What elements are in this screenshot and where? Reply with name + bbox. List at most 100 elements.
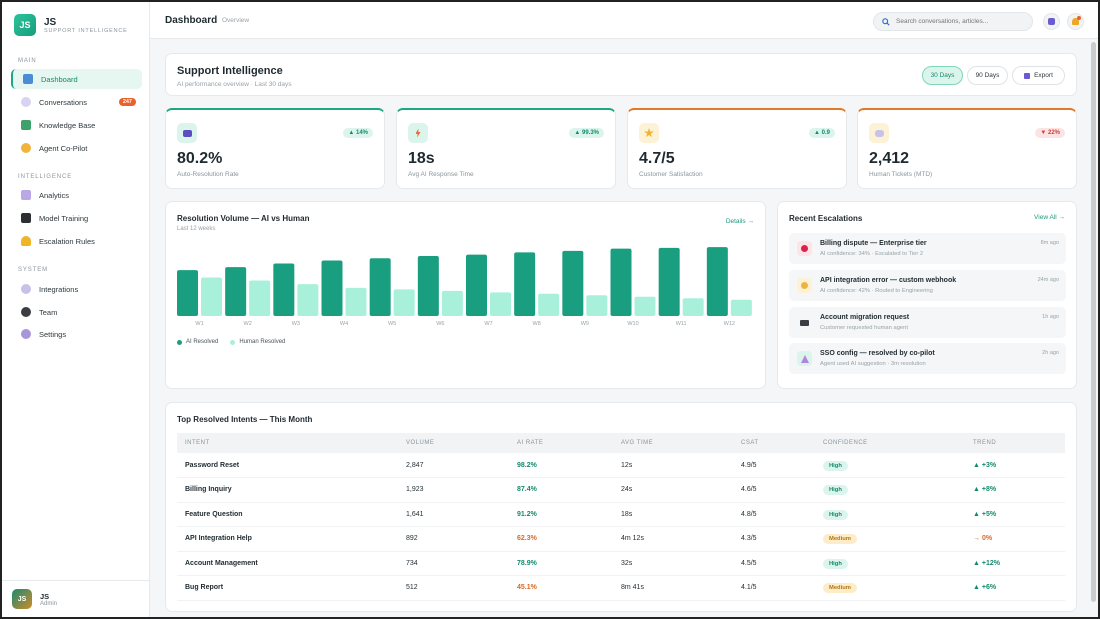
bar-ai-w4[interactable] xyxy=(321,260,343,317)
sidebar-item-conversations[interactable]: Conversations 247 xyxy=(11,92,142,112)
range-30-days-button[interactable]: 30 Days xyxy=(922,66,963,85)
sidebar-item-settings[interactable]: Settings xyxy=(11,324,142,344)
team-icon xyxy=(21,307,31,317)
legend-label: AI Resolved xyxy=(186,339,219,345)
top-bar: Dashboard Overview xyxy=(150,2,1098,39)
bar-human-w6[interactable] xyxy=(441,290,463,316)
sidebar-item-agent-co-pilot[interactable]: Agent Co-Pilot xyxy=(11,138,142,158)
bar-human-w12[interactable] xyxy=(730,299,752,316)
bar-ai-w7[interactable] xyxy=(466,254,487,316)
bar-ai-w6[interactable] xyxy=(417,256,439,316)
intents-title: Top Resolved Intents — This Month xyxy=(177,415,313,424)
csat-cell: 4.3/5 xyxy=(733,526,815,552)
bar-human-w10[interactable] xyxy=(634,296,656,316)
table-row[interactable]: Password Reset 2,847 98.2% 12s 4.9/5 High ▲ +3… xyxy=(177,453,1065,478)
column-header-trend[interactable]: TREND xyxy=(965,433,1065,453)
x-tick-label: W7 xyxy=(484,321,492,327)
column-header-csat[interactable]: CSAT xyxy=(733,433,815,453)
trend-cell: ▲ +12% xyxy=(965,551,1065,576)
bar-human-w9[interactable] xyxy=(586,295,608,316)
column-header-ai-rate[interactable]: AI RATE xyxy=(509,433,613,453)
sidebar-item-analytics[interactable]: Analytics xyxy=(11,185,142,205)
table-row[interactable]: Feature Question 1,641 91.2% 18s 4.8/5 High ▲ … xyxy=(177,502,1065,527)
sidebar-item-label: Knowledge Base xyxy=(39,120,96,130)
table-row[interactable]: API Integration Help 892 62.3% 4m 12s 4.3/5 M… xyxy=(177,526,1065,552)
bar-human-w7[interactable] xyxy=(490,292,511,316)
bar-human-w2[interactable] xyxy=(249,280,271,316)
escalation-title: Billing dispute — Enterprise tier xyxy=(820,240,927,247)
bar-human-w8[interactable] xyxy=(538,293,560,316)
export-icon xyxy=(1024,72,1031,79)
ai-assistant-button[interactable] xyxy=(1043,13,1060,30)
column-header-intent[interactable]: INTENT xyxy=(177,433,398,453)
escalation-item[interactable]: SSO config — resolved by co-pilot Agent … xyxy=(789,343,1066,374)
bar-ai-w10[interactable] xyxy=(610,248,632,316)
recent-escalations-card: Recent Escalations View All → Billing di… xyxy=(777,201,1077,389)
bar-ai-w2[interactable] xyxy=(225,267,247,316)
breadcrumb[interactable]: Overview xyxy=(222,17,250,24)
sidebar-item-integrations[interactable]: Integrations xyxy=(11,279,142,299)
bar-ai-w9[interactable] xyxy=(562,250,584,316)
avatar: JS xyxy=(12,589,32,609)
escalation-item[interactable]: Account migration request Customer reque… xyxy=(789,307,1066,338)
search-input[interactable] xyxy=(896,18,1026,25)
bar-ai-w8[interactable] xyxy=(514,252,536,316)
bar-ai-w12[interactable] xyxy=(706,247,728,316)
red-dot-icon xyxy=(797,241,812,256)
view-all-link[interactable]: View All → xyxy=(1034,214,1065,221)
legend-swatch xyxy=(230,339,236,345)
table-row[interactable]: Billing Inquiry 1,923 87.4% 24s 4.6/5 High ▲ +… xyxy=(177,477,1065,503)
notification-dot xyxy=(1077,16,1081,20)
sidebar-item-escalation-rules[interactable]: Escalation Rules xyxy=(11,231,142,251)
book-icon xyxy=(21,120,31,130)
user-profile[interactable]: JS JS Admin xyxy=(2,580,150,617)
bar-ai-w5[interactable] xyxy=(369,258,391,316)
bar-ai-w1[interactable] xyxy=(177,270,198,316)
bar-human-w4[interactable] xyxy=(345,287,367,316)
x-tick-label: W9 xyxy=(581,321,589,327)
avg-time-cell: 18s xyxy=(613,502,733,527)
column-header-confidence[interactable]: CONFIDENCE xyxy=(815,433,965,453)
confidence-badge: Medium xyxy=(823,534,857,545)
page-scrollbar[interactable] xyxy=(1091,42,1096,602)
sidebar-item-model-training[interactable]: Model Training xyxy=(11,208,142,228)
details-link[interactable]: Details → xyxy=(725,218,754,225)
sidebar-item-knowledge-base[interactable]: Knowledge Base xyxy=(11,115,142,135)
bar-human-w1[interactable] xyxy=(201,277,222,316)
range-90-days-button[interactable]: 90 Days xyxy=(967,66,1008,85)
user-role: Admin xyxy=(40,600,58,607)
csat-cell: 4.1/5 xyxy=(733,575,815,601)
kpi-card-csat: ▲ 0.9 4.7/5 Customer Satisfaction xyxy=(627,108,847,189)
sidebar-item-label: Team xyxy=(39,307,58,317)
table-row[interactable]: Bug Report 512 45.1% 8m 41s 4.1/5 Medium ▲ +6% xyxy=(177,575,1065,601)
bar-ai-w11[interactable] xyxy=(658,247,680,316)
bar-human-w5[interactable] xyxy=(393,289,415,316)
escalation-item[interactable]: API integration error — custom webhook A… xyxy=(789,270,1066,301)
sidebar-item-dashboard[interactable]: Dashboard xyxy=(11,69,142,89)
bar-human-w3[interactable] xyxy=(297,284,319,316)
column-header-avg-time[interactable]: AVG TIME xyxy=(613,433,733,453)
trend-cell: ▲ +5% xyxy=(965,502,1065,527)
sidebar-item-team[interactable]: Team xyxy=(11,302,142,322)
table-row[interactable]: Account Management 734 78.9% 32s 4.5/5 High ▲ … xyxy=(177,551,1065,576)
search-box[interactable] xyxy=(873,12,1033,31)
party-icon xyxy=(797,351,812,366)
export-button[interactable]: Export xyxy=(1012,66,1065,85)
sidebar-item-label: Model Training xyxy=(39,213,89,223)
confidence-cell: Medium xyxy=(815,575,965,601)
bar-ai-w3[interactable] xyxy=(273,263,295,316)
bar-human-w11[interactable] xyxy=(682,298,704,316)
sidebar: JS JS SUPPORT INTELLIGENCE MAIN Dashboar… xyxy=(2,2,150,617)
x-tick-label: W11 xyxy=(676,321,687,327)
section-label-system: SYSTEM xyxy=(18,267,49,273)
column-header-volume[interactable]: VOLUME xyxy=(398,433,509,453)
kpi-card-human-tickets: ▼ 22% 2,412 Human Tickets (MTD) xyxy=(857,108,1077,189)
escalation-item[interactable]: Billing dispute — Enterprise tier AI con… xyxy=(789,233,1066,264)
notifications-button[interactable] xyxy=(1067,13,1084,30)
escalation-title: Account migration request xyxy=(820,314,910,321)
confidence-badge: High xyxy=(823,558,848,569)
csat-cell: 4.8/5 xyxy=(733,502,815,527)
chat-icon xyxy=(21,97,31,107)
user-ticket-icon xyxy=(869,123,889,143)
brand[interactable]: JS JS SUPPORT INTELLIGENCE xyxy=(14,14,128,36)
